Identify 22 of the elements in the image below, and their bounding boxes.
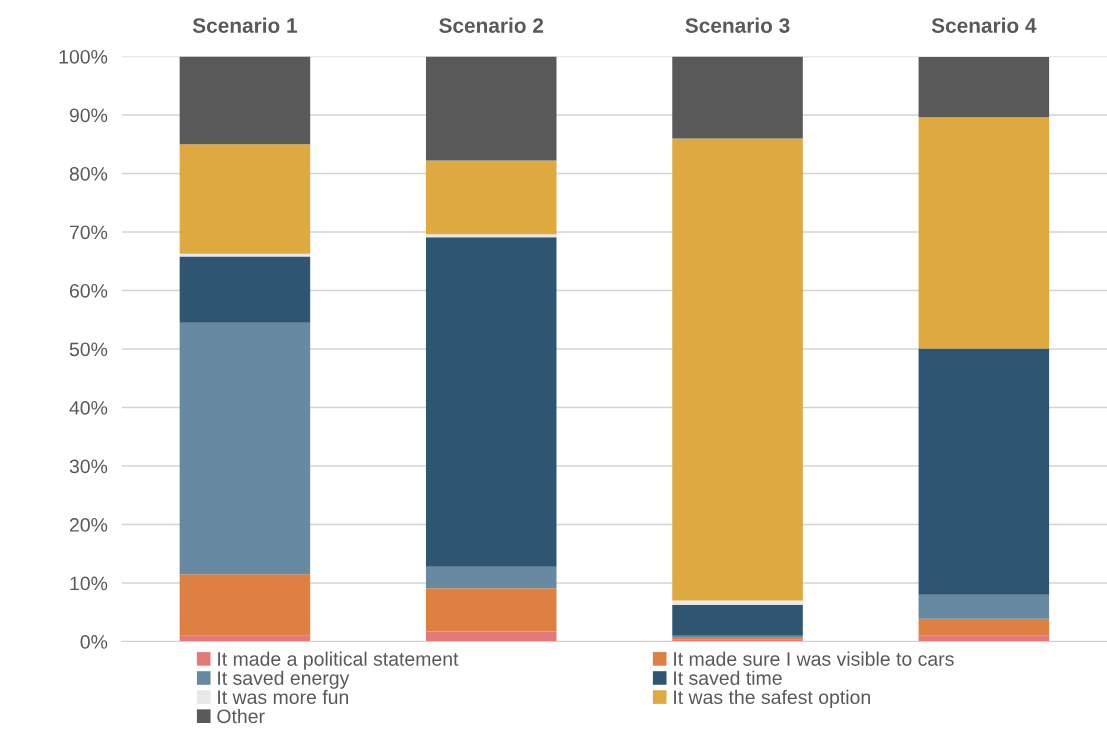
legend-label: It saved time [674, 670, 782, 685]
y-tick-label: 30% [69, 459, 108, 474]
x-tick-label: Scenario 2 [439, 17, 544, 33]
legend-label: Other [217, 708, 265, 724]
y-tick-label: 40% [69, 400, 108, 415]
legend-label: It was the safest option [674, 689, 870, 708]
legend-label: It made a political statement [218, 651, 459, 670]
legend-label: It made sure I was visible to cars [674, 651, 954, 666]
y-tick-label: 80% [69, 166, 108, 181]
y-tick-label: 20% [69, 518, 108, 532]
x-tick-label: Scenario 4 [931, 17, 1037, 33]
y-tick-label: 50% [69, 342, 108, 357]
y-tick-label: 10% [70, 576, 108, 591]
y-tick-label: 100% [59, 49, 108, 64]
y-tick-label: 70% [69, 225, 108, 240]
y-tick-label: 90% [69, 108, 108, 123]
y-tick-label: 0% [80, 635, 108, 649]
legend-label: It saved energy [218, 670, 350, 689]
y-tick-label: 60% [69, 283, 108, 298]
x-tick-label: Scenario 3 [685, 17, 790, 33]
x-tick-label: Scenario 1 [192, 17, 298, 33]
legend-label: It was more fun [218, 689, 349, 705]
